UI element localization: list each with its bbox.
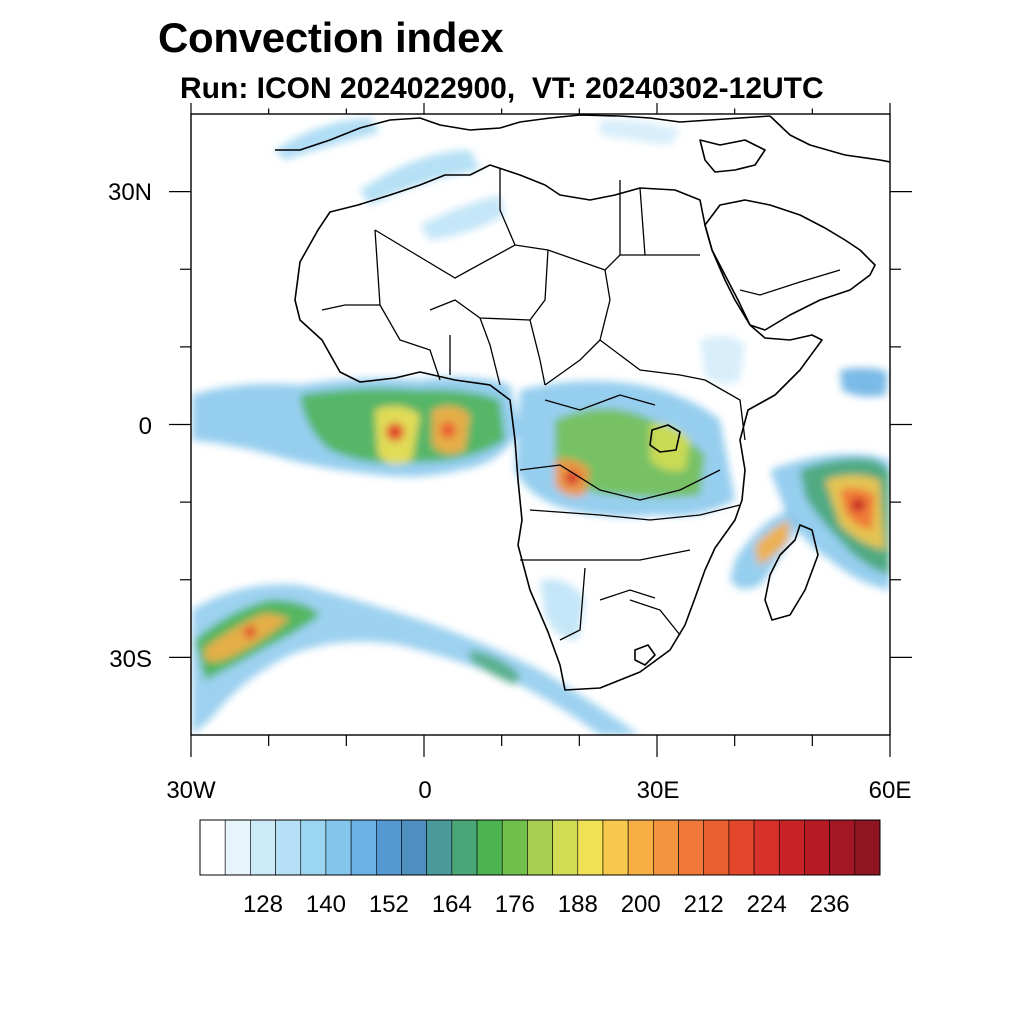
colorbar-swatch — [501, 819, 528, 876]
colorbar-swatch — [778, 819, 805, 876]
colorbar-swatch — [300, 819, 327, 876]
colorbar-swatch — [375, 819, 402, 876]
colorbar-label: 128 — [243, 891, 283, 918]
colorbar-swatch — [653, 819, 679, 876]
colorbar-swatch — [476, 819, 503, 876]
chart-subtitle: Run: ICON 2024022900, VT: 20240302-12UTC — [180, 72, 824, 105]
lat-label-30s: 30S — [109, 646, 152, 673]
colorbar-swatch — [527, 819, 553, 876]
colorbar-swatch — [728, 819, 755, 876]
colorbar — [199, 819, 881, 876]
africa-coastline — [275, 114, 890, 691]
colorbar-label: 236 — [810, 891, 850, 918]
colorbar-label: 164 — [432, 891, 472, 918]
country-borders — [321, 168, 841, 641]
colorbar-swatch — [401, 819, 427, 876]
colorbar-swatch — [602, 819, 629, 876]
colorbar-label: 188 — [558, 891, 598, 918]
colorbar-swatch — [426, 819, 453, 876]
colorbar-label: 200 — [621, 891, 661, 918]
colorbar-swatch — [250, 819, 276, 876]
colorbar-swatch — [753, 819, 780, 876]
colorbar-labels: 128 140 152 164 176 188 200 212 224 236 — [243, 891, 850, 918]
colorbar-swatch — [451, 819, 478, 876]
colorbar-swatch — [804, 819, 830, 876]
colorbar-swatch — [703, 819, 730, 876]
lon-label-30e: 30E — [637, 777, 680, 804]
colorbar-label: 152 — [369, 891, 409, 918]
lon-label-30w: 30W — [166, 777, 216, 804]
colorbar-swatch — [275, 819, 302, 876]
axis-ticks — [169, 103, 912, 757]
colorbar-swatch — [350, 819, 377, 876]
colorbar-swatch — [678, 819, 705, 876]
colorbar-swatch — [552, 819, 579, 876]
colorbar-outline — [199, 819, 881, 876]
lat-label-30n: 30N — [108, 179, 152, 206]
colorbar-swatch — [224, 819, 251, 876]
lon-label-60e: 60E — [869, 777, 912, 804]
colorbar-label: 212 — [684, 891, 724, 918]
convection-field — [192, 118, 890, 735]
colorbar-swatch — [325, 819, 352, 876]
colorbar-swatch — [627, 819, 654, 876]
lon-label-0: 0 — [418, 777, 431, 804]
colorbar-swatch — [199, 819, 226, 876]
colorbar-label: 176 — [495, 891, 535, 918]
colorbar-swatch — [577, 819, 604, 876]
colorbar-swatch — [854, 819, 881, 876]
colorbar-label: 224 — [747, 891, 787, 918]
lat-label-0: 0 — [139, 413, 152, 440]
colorbar-label: 140 — [306, 891, 346, 918]
colorbar-swatch — [829, 819, 856, 876]
chart-title: Convection index — [158, 14, 504, 61]
